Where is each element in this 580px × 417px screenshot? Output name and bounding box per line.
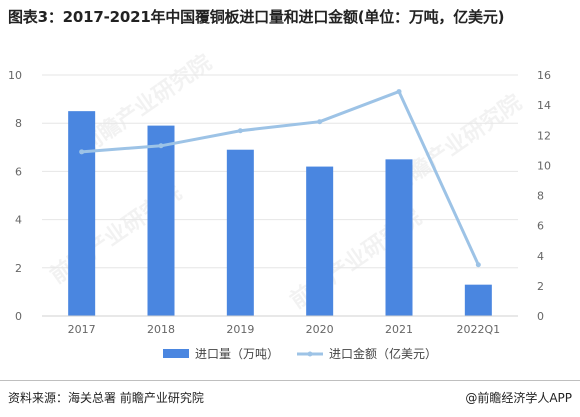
- legend: 进口量（万吨） 进口金额（亿美元）: [163, 346, 437, 361]
- left-tick-label: 2: [15, 262, 22, 275]
- right-tick-label: 2: [537, 280, 544, 293]
- bar-2019: [226, 149, 254, 316]
- x-tick-label: 2022Q1: [457, 323, 501, 336]
- amount-line: [81, 90, 480, 266]
- chart-title: 图表3：2017-2021年中国覆铜板进口量和进口金额(单位：万吨，亿美元): [8, 8, 505, 26]
- right-tick-label: 10: [537, 159, 551, 172]
- legend-label-line: 进口金额（亿美元）: [329, 346, 437, 361]
- right-tick-label: 16: [537, 69, 551, 82]
- right-tick-label: 6: [537, 220, 544, 233]
- x-tick-label: 2017: [68, 323, 96, 336]
- point-2019: [237, 128, 243, 134]
- legend-swatch-bar: [163, 349, 189, 358]
- legend-label-bar: 进口量（万吨）: [195, 347, 279, 361]
- bar-2020: [306, 166, 334, 316]
- legend-marker-line: [307, 351, 313, 357]
- x-tick-label: 2018: [147, 323, 175, 336]
- left-tick-label: 10: [8, 69, 22, 82]
- bar-2017: [68, 111, 96, 317]
- left-tick-label: 8: [15, 117, 22, 130]
- x-tick-label: 2019: [226, 323, 254, 336]
- point-2022Q1: [475, 262, 481, 268]
- x-tick-label: 2020: [306, 323, 334, 336]
- bar-series: [68, 111, 492, 317]
- bar-2022Q1: [464, 284, 492, 316]
- point-2021: [396, 89, 402, 95]
- footer: 资料来源：海关总署 前瞻产业研究院 @前瞻经济学人APP: [0, 380, 580, 411]
- right-tick-label: 12: [537, 129, 551, 142]
- point-2020: [317, 119, 323, 125]
- watermark-0: 前瞻产业研究院: [75, 49, 216, 159]
- source-note: 资料来源：海关总署 前瞻产业研究院: [8, 391, 204, 405]
- bar-2021: [385, 159, 413, 316]
- left-tick-label: 0: [15, 310, 22, 323]
- line-series: [79, 89, 481, 268]
- right-tick-label: 8: [537, 190, 544, 203]
- right-tick-label: 14: [537, 99, 551, 112]
- left-axis: 0 2 4 6 8 10: [8, 69, 22, 323]
- left-tick-label: 4: [15, 214, 22, 227]
- right-tick-label: 4: [537, 250, 544, 263]
- x-tick-label: 2021: [385, 323, 413, 336]
- point-2017: [79, 149, 85, 155]
- right-axis: 0 2 4 6 8 10 12 14 16: [537, 69, 551, 323]
- point-2018: [158, 143, 164, 149]
- bar-2018: [147, 125, 175, 316]
- brand-credit: @前瞻经济学人APP: [465, 391, 572, 405]
- right-tick-label: 0: [537, 310, 544, 323]
- x-axis: 2017 2018 2019 2020 2021 2022Q1: [42, 315, 518, 336]
- left-tick-label: 6: [15, 165, 22, 178]
